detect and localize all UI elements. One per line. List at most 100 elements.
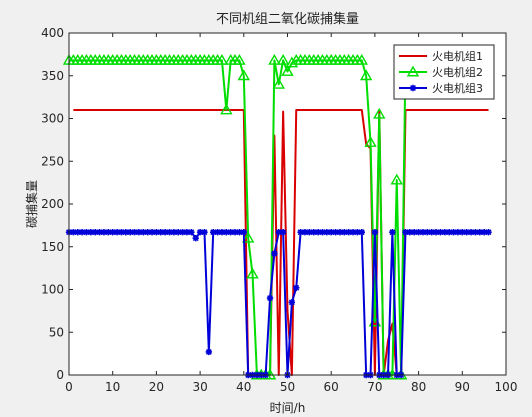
series-2-marker-41: [241, 231, 255, 243]
series-3-marker-88: [450, 229, 457, 236]
legend-2-marker-legend: [406, 65, 420, 77]
series-3-marker-11: [113, 229, 121, 236]
x-tick-label-9: 90: [455, 380, 470, 394]
series-3-marker-62: [336, 229, 344, 236]
y-tick-label-7: 350: [41, 69, 64, 83]
series-3-marker-9: [105, 229, 112, 236]
series-3-marker-56: [310, 229, 317, 236]
series-3-marker-32: [205, 348, 213, 356]
y-tick-label-6: 300: [41, 112, 64, 126]
series-3-marker-86: [441, 229, 449, 236]
series-3-marker-82: [424, 229, 431, 236]
x-tick-label-8: 80: [411, 380, 426, 394]
x-tick-label-0: 0: [65, 380, 73, 394]
x-axis-label: 时间/h: [270, 401, 306, 415]
series-2-marker-36: [220, 103, 233, 115]
x-tick-label-1: 10: [105, 380, 120, 394]
series-3-marker-81: [419, 229, 427, 236]
series-3-marker-38: [231, 229, 239, 236]
series-3-marker-49: [279, 229, 287, 236]
series-3-marker-48: [275, 229, 282, 236]
series-3-marker-23: [166, 229, 173, 236]
y-tick-label-5: 250: [41, 154, 64, 168]
series-3-marker-47: [271, 250, 278, 257]
series-3-marker-39: [236, 229, 243, 236]
series-3-marker-8: [100, 229, 108, 236]
legend-item-2: 火电机组2: [399, 65, 483, 79]
series-3-marker-53: [297, 229, 304, 236]
series-3-marker-77: [402, 229, 409, 236]
y-axis-label: 碳捕集量: [24, 180, 39, 228]
series-3-marker-78: [406, 229, 414, 236]
series-3-marker-21: [157, 229, 164, 236]
series-3-marker-46: [266, 294, 274, 302]
series-3-marker-36: [223, 229, 230, 236]
series-3-marker-5: [87, 229, 95, 236]
series-3-marker-94: [476, 229, 483, 236]
series-3-marker-95: [480, 229, 488, 236]
x-tick-label-7: 70: [367, 380, 382, 394]
series-3-marker-26: [179, 229, 186, 236]
series-2-marker-39: [233, 53, 246, 65]
series-3-marker-66: [354, 229, 361, 236]
series-3-marker-20: [153, 229, 160, 236]
series-3-marker-57: [314, 229, 322, 236]
series-2-marker-71: [373, 107, 386, 119]
y-tick-label-2: 100: [41, 283, 64, 297]
series-3-marker-80: [415, 229, 422, 236]
series-3-marker-22: [161, 229, 169, 236]
series-3-marker-52: [293, 284, 300, 291]
series-3-marker-63: [341, 229, 348, 236]
series-3-marker-79: [411, 229, 418, 236]
series-3-marker-6: [92, 229, 99, 236]
y-tick-label-3: 150: [41, 240, 64, 254]
series-3-marker-92: [467, 229, 475, 236]
series-3-marker-30: [196, 229, 204, 236]
series-3-marker-27: [183, 229, 191, 236]
series-3-marker-67: [358, 229, 365, 236]
legend-item-1: 火电机组1: [399, 49, 483, 63]
series-3-marker-91: [463, 229, 470, 236]
legend-label-1: 火电机组1: [432, 49, 483, 63]
series-2-marker-47: [268, 53, 281, 65]
series-3-marker-10: [109, 229, 116, 236]
series-3-marker-89: [454, 229, 462, 236]
series-2: [63, 53, 412, 380]
y-tick-label-1: 50: [49, 325, 64, 339]
series-3-marker-96: [485, 229, 492, 236]
series-3-marker-19: [148, 229, 156, 236]
series-2-marker-69: [364, 136, 377, 147]
series-3-marker-64: [345, 229, 352, 236]
legend-label-3: 火电机组3: [432, 81, 483, 95]
series-2-marker-50: [281, 65, 294, 76]
series-3-marker-12: [118, 229, 125, 236]
series-3-marker-58: [319, 229, 326, 236]
legend-item-3: 火电机组3: [399, 81, 483, 95]
series-3-marker-35: [218, 229, 226, 236]
series-3-marker-1: [70, 229, 77, 236]
series-3-marker-59: [323, 229, 331, 236]
series-3-marker-28: [188, 229, 195, 236]
series-3-marker-34: [214, 229, 221, 236]
axes-layer: 0 10 20 30 40 50 60 70 80 90 100 0 50 100 150 200 250 300…: [41, 26, 517, 394]
series-2-marker-48: [272, 77, 285, 89]
series-3-marker-2: [74, 229, 81, 236]
series-3-marker-54: [301, 229, 309, 236]
series-3-marker-74: [389, 229, 396, 236]
series-3-marker-55: [306, 229, 313, 236]
series-3-marker-17: [140, 229, 147, 236]
x-tick-label-6: 60: [324, 380, 339, 394]
x-tick-label-10: 100: [495, 380, 518, 394]
x-tick-label-2: 20: [149, 380, 164, 394]
series-3-marker-90: [459, 229, 466, 236]
series-2-marker-51: [285, 56, 299, 68]
series-3-marker-87: [445, 229, 453, 236]
series-2-marker-40: [237, 69, 251, 81]
series-2-marker-49: [276, 53, 290, 65]
legend: 火电机组1 火电机组2 火电机组3: [393, 44, 495, 100]
x-tick-label-3: 30: [192, 380, 207, 394]
series-3-marker-51: [288, 299, 296, 306]
series-3-marker-40: [240, 229, 247, 236]
legend-label-2: 火电机组2: [432, 65, 483, 79]
series-3-marker-25: [175, 229, 182, 236]
